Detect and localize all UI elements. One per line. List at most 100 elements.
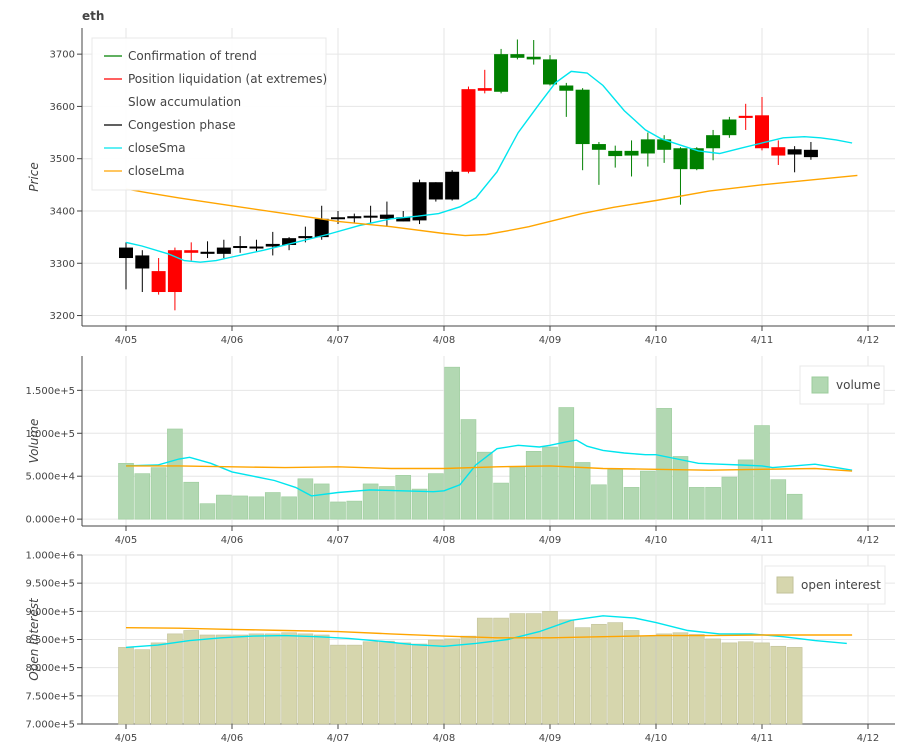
y-tick-label: 7.500e+5 [25, 691, 75, 702]
x-tick-label: 4/10 [645, 535, 667, 546]
x-tick-label: 4/10 [645, 733, 667, 744]
open-interest-bar [656, 633, 672, 725]
volume-bar [786, 493, 803, 520]
candle-body [787, 149, 802, 155]
series-line-closeSma [125, 439, 853, 497]
candle-body [657, 139, 672, 150]
open-interest-bar [688, 634, 705, 725]
candle-body [640, 139, 655, 154]
volume-bar [297, 478, 314, 520]
x-tick-label: 4/09 [539, 535, 561, 546]
y-tick-label: 3700 [50, 50, 75, 61]
open-interest-bar [525, 613, 542, 725]
volume-bar [346, 500, 363, 520]
candle-body [167, 250, 182, 293]
open-interest-bar [150, 642, 167, 725]
legend-label: closeLma [128, 164, 185, 178]
volume-bar [607, 469, 624, 520]
candle-body [543, 59, 557, 85]
candle-body [379, 214, 394, 219]
candle-body [151, 271, 166, 293]
y-tick-label: 5.000e+4 [25, 472, 75, 483]
open-interest-bar [444, 638, 460, 725]
legend-swatch [776, 576, 794, 594]
candle-body [689, 148, 704, 170]
candle-body [347, 216, 362, 219]
volume-bar [460, 419, 477, 520]
volume-bar [428, 473, 444, 520]
volume-bar [395, 475, 412, 520]
y-tick-label: 8.500e+5 [25, 635, 75, 646]
volume-bar [525, 451, 542, 520]
candle-body [282, 238, 297, 245]
open-interest-bar [754, 642, 770, 725]
volume-bar [281, 496, 297, 520]
y-tick-label: 3200 [50, 311, 75, 322]
candle-body [803, 149, 818, 158]
volume-bar [672, 456, 689, 520]
volume-bar [574, 462, 591, 520]
legend-swatch [811, 376, 829, 394]
open-interest-bar [232, 634, 248, 725]
x-tick-label: 4/06 [221, 335, 243, 346]
candle-body [428, 182, 443, 200]
open-interest-bar [672, 632, 689, 725]
x-tick-label: 4/11 [751, 335, 773, 346]
x-tick-label: 4/07 [327, 535, 349, 546]
candle-body [314, 218, 329, 238]
x-tick-label: 4/06 [221, 535, 243, 546]
y-tick-label: 3500 [50, 154, 75, 165]
y-tick-label: 9.500e+5 [25, 579, 75, 590]
x-tick-label: 4/07 [327, 733, 349, 744]
y-axis-title: Open Interest [27, 597, 41, 681]
open-interest-bar [574, 627, 591, 725]
open-interest-bar [330, 644, 346, 725]
volume-bar [362, 483, 379, 520]
open-interest-bar [558, 619, 575, 725]
volume-bar [558, 407, 575, 520]
candle-body [722, 119, 737, 136]
volume-bar [705, 487, 721, 520]
volume-bar [754, 425, 770, 520]
volume-bar [118, 463, 134, 520]
open-interest-bar [428, 639, 444, 725]
volume-bar [721, 476, 738, 520]
volume-bar [656, 408, 672, 520]
candle-body [298, 236, 313, 239]
candle-body [200, 251, 215, 254]
legend-label: open interest [801, 578, 881, 592]
volume-bar [542, 446, 558, 520]
open-interest-legend: open interest [764, 565, 886, 605]
legend-label: closeSma [128, 141, 186, 155]
candle-body [233, 246, 248, 249]
open-interest-bar [313, 634, 330, 725]
x-tick-label: 4/05 [115, 335, 137, 346]
candle-body [249, 246, 264, 249]
volume-bar [591, 484, 607, 520]
x-tick-label: 4/12 [857, 733, 879, 744]
y-tick-label: 7.000e+5 [25, 720, 75, 731]
price-legend: Confirmation of trend Position liquidatio… [91, 37, 327, 191]
series-line-closeSma [125, 615, 847, 649]
candle-body [575, 89, 590, 145]
y-tick-label: 9.000e+5 [25, 607, 75, 618]
x-tick-label: 4/08 [433, 733, 455, 744]
open-interest-bar [705, 638, 721, 725]
y-axis-title: Volume [27, 419, 41, 464]
candle-body [396, 217, 411, 222]
open-interest-bar [786, 647, 803, 725]
candle-body [771, 147, 786, 156]
x-tick-label: 4/05 [115, 535, 137, 546]
open-interest-bar [297, 633, 314, 725]
legend-box [799, 365, 885, 405]
candle-body [608, 150, 623, 157]
volume-bar [134, 473, 151, 520]
volume-bar [493, 482, 509, 520]
volume-bar [379, 486, 395, 520]
series-line-closeSma [125, 70, 853, 263]
candle-body [119, 247, 133, 259]
series-line-closeLma [126, 465, 853, 472]
y-tick-label: 8.000e+5 [25, 663, 75, 674]
legend-label: Position liquidation (at extremes) [128, 72, 327, 86]
x-tick-label: 4/05 [115, 733, 137, 744]
